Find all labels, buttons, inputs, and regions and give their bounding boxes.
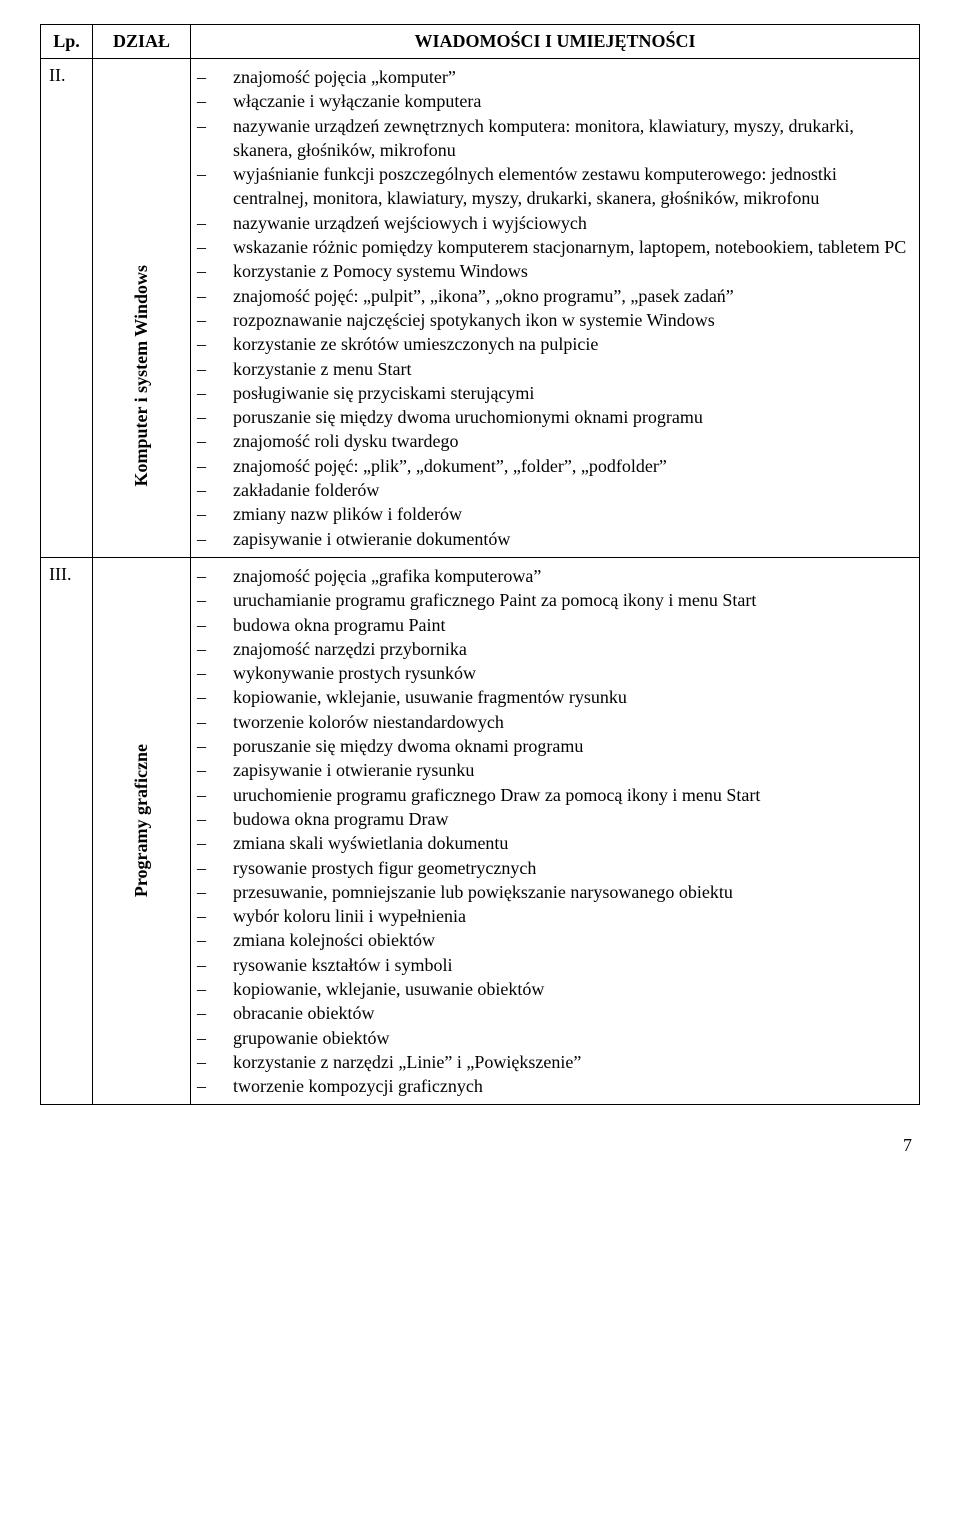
page-number: 7 [40, 1135, 920, 1156]
skills-list-0: znajomość pojęcia „komputer”włączanie i … [199, 65, 911, 551]
skills-cell: znajomość pojęcia „komputer”włączanie i … [191, 59, 920, 558]
dzial-cell: Komputer i system Windows [93, 59, 191, 558]
list-item: korzystanie z narzędzi „Linie” i „Powięk… [205, 1050, 911, 1074]
lp-cell: II. [41, 59, 93, 558]
list-item: budowa okna programu Draw [205, 807, 911, 831]
list-item: grupowanie obiektów [205, 1026, 911, 1050]
list-item: uruchomienie programu graficznego Draw z… [205, 783, 911, 807]
list-item: wybór koloru linii i wypełnienia [205, 904, 911, 928]
list-item: kopiowanie, wklejanie, usuwanie obiektów [205, 977, 911, 1001]
list-item: zapisywanie i otwieranie dokumentów [205, 527, 911, 551]
table-row: III. Programy graficzne znajomość pojęci… [41, 557, 920, 1105]
list-item: poruszanie się między dwoma oknami progr… [205, 734, 911, 758]
list-item: tworzenie kolorów niestandardowych [205, 710, 911, 734]
list-item: zapisywanie i otwieranie rysunku [205, 758, 911, 782]
list-item: kopiowanie, wklejanie, usuwanie fragment… [205, 685, 911, 709]
curriculum-table: Lp. DZIAŁ WIADOMOŚCI I UMIEJĘTNOŚCI II. … [40, 24, 920, 1105]
list-item: znajomość pojęć: „pulpit”, „ikona”, „okn… [205, 284, 911, 308]
list-item: znajomość pojęcia „komputer” [205, 65, 911, 89]
list-item: wskazanie różnic pomiędzy komputerem sta… [205, 235, 911, 259]
list-item: włączanie i wyłączanie komputera [205, 89, 911, 113]
list-item: wyjaśnianie funkcji poszczególnych eleme… [205, 162, 911, 211]
list-item: korzystanie z menu Start [205, 357, 911, 381]
header-lp: Lp. [41, 25, 93, 59]
header-wiadomosci: WIADOMOŚCI I UMIEJĘTNOŚCI [191, 25, 920, 59]
list-item: znajomość narzędzi przybornika [205, 637, 911, 661]
list-item: rysowanie kształtów i symboli [205, 953, 911, 977]
list-item: korzystanie ze skrótów umieszczonych na … [205, 332, 911, 356]
dzial-label: Komputer i system Windows [131, 265, 152, 487]
list-item: korzystanie z Pomocy systemu Windows [205, 259, 911, 283]
list-item: tworzenie kompozycji graficznych [205, 1074, 911, 1098]
list-item: obracanie obiektów [205, 1001, 911, 1025]
list-item: nazywanie urządzeń zewnętrznych komputer… [205, 114, 911, 163]
list-item: zmiany nazw plików i folderów [205, 502, 911, 526]
list-item: znajomość pojęcia „grafika komputerowa” [205, 564, 911, 588]
dzial-cell: Programy graficzne [93, 557, 191, 1105]
list-item: zmiana skali wyświetlania dokumentu [205, 831, 911, 855]
list-item: rozpoznawanie najczęściej spotykanych ik… [205, 308, 911, 332]
list-item: rysowanie prostych figur geometrycznych [205, 856, 911, 880]
list-item: uruchamianie programu graficznego Paint … [205, 588, 911, 612]
header-dzial: DZIAŁ [93, 25, 191, 59]
dzial-label: Programy graficzne [131, 744, 152, 897]
skills-list-1: znajomość pojęcia „grafika komputerowa”u… [199, 564, 911, 1099]
list-item: budowa okna programu Paint [205, 613, 911, 637]
skills-cell: znajomość pojęcia „grafika komputerowa”u… [191, 557, 920, 1105]
lp-cell: III. [41, 557, 93, 1105]
list-item: posługiwanie się przyciskami sterującymi [205, 381, 911, 405]
table-row: II. Komputer i system Windows znajomość … [41, 59, 920, 558]
list-item: znajomość pojęć: „plik”, „dokument”, „fo… [205, 454, 911, 478]
table-header-row: Lp. DZIAŁ WIADOMOŚCI I UMIEJĘTNOŚCI [41, 25, 920, 59]
list-item: poruszanie się między dwoma uruchomionym… [205, 405, 911, 429]
list-item: wykonywanie prostych rysunków [205, 661, 911, 685]
list-item: znajomość roli dysku twardego [205, 429, 911, 453]
list-item: nazywanie urządzeń wejściowych i wyjścio… [205, 211, 911, 235]
list-item: zakładanie folderów [205, 478, 911, 502]
list-item: zmiana kolejności obiektów [205, 928, 911, 952]
list-item: przesuwanie, pomniejszanie lub powiększa… [205, 880, 911, 904]
